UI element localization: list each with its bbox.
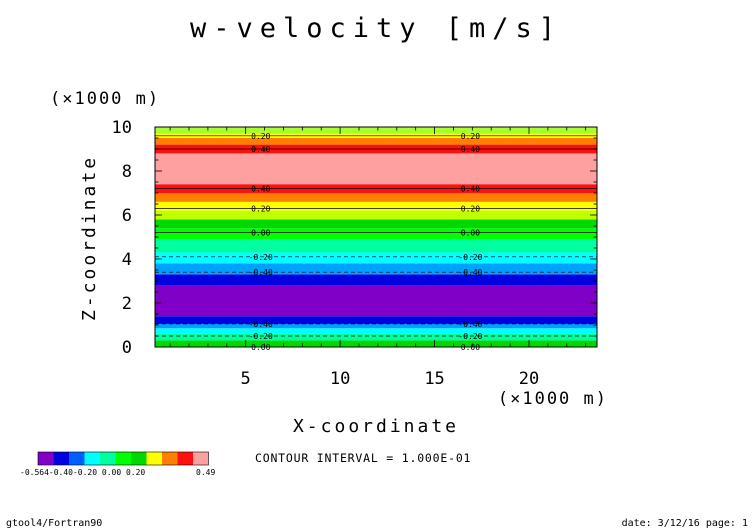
x-tick-label-5: 5 bbox=[241, 369, 251, 389]
y-tick-label-6: 6 bbox=[122, 206, 132, 226]
contour-label-8-0: -0.20 bbox=[249, 332, 273, 341]
contour-label-2-0: 0.40 bbox=[251, 185, 270, 194]
colorbar-cell-5 bbox=[115, 452, 131, 465]
contour-label-0-0: 0.20 bbox=[251, 132, 270, 141]
y-tick-label-10: 10 bbox=[112, 118, 132, 138]
band-3 bbox=[155, 323, 597, 329]
band-2 bbox=[155, 328, 597, 334]
colorbar-cell-10 bbox=[193, 452, 209, 465]
contour-label-4-1: 0.00 bbox=[461, 229, 480, 238]
contour-label-5-0: -0.20 bbox=[249, 253, 273, 262]
band-14 bbox=[155, 193, 597, 202]
colorbar-cell-4 bbox=[100, 452, 116, 465]
colorbar-cell-3 bbox=[84, 452, 100, 465]
band-9 bbox=[155, 239, 597, 253]
contour-label-8-1: -0.20 bbox=[458, 332, 482, 341]
chart-title: w-velocity [m/s] bbox=[190, 13, 562, 44]
band-16 bbox=[155, 153, 597, 185]
contour-label-0-1: 0.20 bbox=[461, 132, 480, 141]
y-axis-label: Z-coordinate bbox=[79, 155, 100, 321]
x-tick-label-15: 15 bbox=[424, 369, 444, 389]
x-unit-label: (×1000 m) bbox=[498, 389, 608, 409]
y-tick-label-0: 0 bbox=[122, 338, 132, 358]
band-8 bbox=[155, 252, 597, 264]
x-axis-label: X-coordinate bbox=[293, 416, 459, 437]
y-tick-label-2: 2 bbox=[122, 294, 132, 314]
band-7 bbox=[155, 263, 597, 275]
band-1 bbox=[155, 333, 597, 341]
axes: 5 10 15 20 0 2 4 6 8 10 bbox=[112, 118, 598, 389]
band-5 bbox=[155, 285, 597, 317]
colorbar-cell-2 bbox=[69, 452, 85, 465]
contour-label-6-1: -0.40 bbox=[458, 268, 482, 277]
contour-label-4-0: 0.00 bbox=[251, 229, 270, 238]
footer-left: gtool4/Fortran90 bbox=[6, 518, 102, 529]
contour-label-5-1: -0.20 bbox=[458, 253, 482, 262]
colorbar: -0.564-0.40-0.20 0.00 0.20 0.49 bbox=[20, 451, 215, 477]
contour-lines: 0.20 0.20 0.40 0.40 0.40 0.40 0.20 0.20 0.00 0.00… bbox=[155, 132, 597, 352]
contour-label-7-1: -0.40 bbox=[458, 320, 482, 329]
colorbar-cell-9 bbox=[177, 452, 193, 465]
y-unit-label: (×1000 m) bbox=[50, 89, 160, 109]
colorbar-max-label: 0.49 bbox=[196, 468, 215, 477]
contour-label-3-1: 0.20 bbox=[461, 204, 480, 213]
colorbar-cell-7 bbox=[146, 452, 162, 465]
x-tick-label-20: 20 bbox=[519, 369, 539, 389]
colorbar-frame bbox=[37, 451, 209, 466]
contour-label-1-0: 0.40 bbox=[251, 145, 270, 154]
colorbar-cell-8 bbox=[162, 452, 178, 465]
colorbar-cell-0 bbox=[38, 452, 54, 465]
band-6 bbox=[155, 274, 597, 286]
contour-interval-text: CONTOUR INTERVAL = 1.000E-01 bbox=[255, 451, 471, 465]
colorbar-cell-1 bbox=[53, 452, 69, 465]
band-11 bbox=[155, 219, 597, 229]
contour-label-6-0: -0.40 bbox=[249, 268, 273, 277]
band-4 bbox=[155, 316, 597, 324]
band-0 bbox=[155, 340, 597, 347]
band-13 bbox=[155, 201, 597, 211]
colorbar-labels: -0.564-0.40-0.20 0.00 0.20 bbox=[20, 468, 145, 477]
contour-label-2-1: 0.40 bbox=[461, 185, 480, 194]
contour-label-7-0: -0.40 bbox=[249, 320, 273, 329]
band-12 bbox=[155, 210, 597, 220]
contour-label-1-1: 0.40 bbox=[461, 145, 480, 154]
colorbar-cell-6 bbox=[131, 452, 147, 465]
band-18 bbox=[155, 138, 597, 145]
contour-label-3-0: 0.20 bbox=[251, 204, 270, 213]
filled-bands bbox=[155, 127, 597, 347]
footer-right: date: 3/12/16 page: 1 bbox=[622, 518, 748, 529]
band-20 bbox=[155, 127, 597, 134]
y-tick-label-8: 8 bbox=[122, 162, 132, 182]
band-10 bbox=[155, 228, 597, 240]
y-tick-label-4: 4 bbox=[122, 250, 132, 270]
x-tick-label-10: 10 bbox=[330, 369, 350, 389]
